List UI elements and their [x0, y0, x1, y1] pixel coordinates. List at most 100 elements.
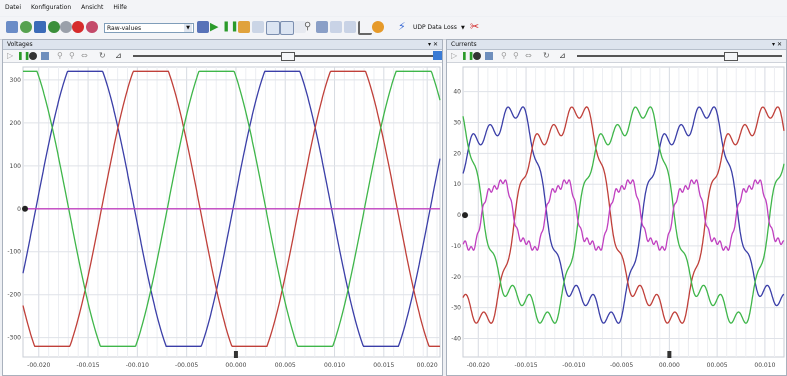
list-icon[interactable] [344, 21, 356, 33]
zero-marker [462, 212, 468, 219]
y-tick-label: -40 [451, 335, 461, 342]
save-icon[interactable] [6, 21, 18, 33]
x-tick-label: 00.000 [659, 362, 680, 369]
zoom-icon[interactable] [485, 52, 493, 60]
series-line-0 [462, 106, 785, 324]
layout-icon[interactable] [316, 21, 328, 33]
x-tick-label: -00.005 [610, 362, 633, 369]
stop-icon[interactable] [72, 21, 84, 33]
mode-select-value: Raw-values [107, 25, 142, 32]
monitor-icon[interactable] [34, 21, 46, 33]
refresh-icon[interactable]: ↻ [99, 51, 106, 60]
time-scroll-handle[interactable] [724, 52, 738, 61]
y-tick-label: 300 [10, 77, 22, 84]
search-icon[interactable]: ⚲ [57, 51, 63, 60]
menu-hilfe[interactable]: Hilfe [113, 4, 127, 11]
menu-datei[interactable]: Datei [5, 4, 22, 11]
menu-ansicht[interactable]: Ansicht [81, 4, 104, 11]
main-toolbar: Raw-values ▼ ▶ ❚❚ ⚲ ⚡ UDP Data Loss ▼ ✂ [0, 17, 787, 40]
series-line-0 [22, 70, 441, 347]
refresh-icon[interactable]: ↻ [543, 51, 550, 60]
series-line-1 [22, 70, 440, 347]
mode-select[interactable]: Raw-values ▼ [104, 23, 194, 33]
play-icon[interactable]: ▷ [7, 51, 14, 60]
signal-icon[interactable]: ⚡ [398, 20, 406, 33]
play-icon[interactable]: ▶ [210, 20, 219, 33]
panel-menu-icon[interactable]: ▾ ✕ [772, 41, 782, 48]
fit-icon[interactable]: ⇔ [525, 51, 532, 60]
user-icon[interactable] [86, 21, 98, 33]
y-tick-label: 30 [453, 120, 461, 127]
search-icon[interactable]: ⚲ [501, 51, 507, 60]
expand-icon[interactable] [433, 51, 442, 60]
table-icon[interactable] [330, 21, 342, 33]
x-tick-label: -00.005 [175, 362, 198, 369]
curve-icon[interactable] [266, 21, 280, 35]
multi-curve-icon[interactable] [280, 21, 294, 35]
panel-menu-icon[interactable]: ▾ ✕ [428, 41, 438, 48]
y-tick-label: 200 [10, 120, 22, 127]
fit-icon[interactable]: ⇔ [81, 51, 88, 60]
export-icon[interactable] [252, 21, 264, 33]
zero-marker [22, 205, 28, 212]
x-tick-label: -00.015 [76, 362, 99, 369]
y-tick-label: 10 [453, 181, 461, 188]
grid-icon[interactable] [197, 21, 209, 33]
record-icon[interactable] [29, 52, 37, 60]
time-cursor-marker [233, 351, 238, 358]
record-icon[interactable] [473, 52, 481, 60]
y-tick-label: -200 [7, 292, 21, 299]
panel-toolbar: ▷ ❚❚ ⚲ ⚲ ⇔ ↻ ⊿ [447, 50, 786, 63]
y-tick-label: 0 [457, 212, 461, 219]
time-scrollbar[interactable] [577, 55, 782, 57]
series-line-3 [462, 179, 785, 252]
y-tick-label: 40 [453, 89, 461, 96]
x-tick-label: 00.010 [754, 362, 775, 369]
search-icon[interactable]: ⚲ [304, 21, 312, 32]
cursor-icon[interactable]: ⊿ [559, 51, 566, 60]
y-tick-label: 100 [10, 163, 22, 170]
x-tick-label: -00.020 [27, 362, 50, 369]
x-tick-label: -00.010 [562, 362, 585, 369]
pause-icon[interactable]: ❚❚ [461, 51, 475, 60]
x-tick-label: -00.010 [126, 362, 149, 369]
x-tick-label: 00.015 [373, 362, 394, 369]
pause-icon[interactable]: ❚❚ [17, 51, 31, 60]
time-cursor-marker [667, 351, 672, 358]
axis-icon[interactable] [358, 21, 372, 35]
menu-konfiguration[interactable]: Konfiguration [31, 4, 72, 11]
marker-icon[interactable] [372, 21, 384, 33]
pause-record-icon[interactable] [60, 21, 72, 33]
x-tick-label: 00.005 [707, 362, 728, 369]
connect-icon[interactable] [20, 21, 32, 33]
y-tick-label: 0 [17, 206, 21, 213]
time-scroll-handle[interactable] [281, 52, 295, 61]
zoom-out-icon[interactable]: ⚲ [513, 51, 519, 60]
play-icon[interactable]: ▷ [451, 51, 458, 60]
panel-toolbar: ▷ ❚❚ ⚲ ⚲ ⇔ ↻ ⊿ [3, 50, 442, 63]
record-icon[interactable] [48, 21, 60, 33]
currents-plot[interactable]: -00.020 -00.015 -00.010 -00.005 00.000 00.005… [447, 63, 786, 376]
udp-data-loss-label: UDP Data Loss [413, 24, 457, 31]
menu-bar: Datei Konfiguration Ansicht Hilfe [0, 0, 787, 16]
chevron-down-icon[interactable]: ▼ [461, 25, 465, 31]
disconnect-icon[interactable]: ✂ [470, 20, 480, 33]
x-tick-label: 00.010 [324, 362, 345, 369]
series-line-1 [462, 106, 785, 324]
x-tick-label: 00.020 [417, 362, 438, 369]
cursor-icon[interactable]: ⊿ [115, 51, 122, 60]
panel-title: Currents [447, 40, 786, 50]
y-tick-label: -10 [451, 243, 461, 250]
settings-icon[interactable] [294, 21, 306, 33]
voltages-plot[interactable]: -00.020 -00.015 -00.010 -00.005 00.000 00.005… [3, 63, 442, 376]
x-tick-label: 00.000 [225, 362, 246, 369]
zoom-icon[interactable] [41, 52, 49, 60]
chart-icon[interactable] [238, 21, 250, 33]
x-tick-label: 00.005 [275, 362, 296, 369]
y-tick-label: 20 [453, 150, 461, 157]
pause-icon[interactable]: ❚❚ [222, 21, 239, 32]
series-line-2 [462, 106, 785, 324]
zoom-out-icon[interactable]: ⚲ [69, 51, 75, 60]
panel-title: Voltages [3, 40, 442, 50]
voltages-panel: Voltages ▾ ✕ ▷ ❚❚ ⚲ ⚲ ⇔ ↻ ⊿ -00.020 -00.0… [2, 39, 443, 376]
